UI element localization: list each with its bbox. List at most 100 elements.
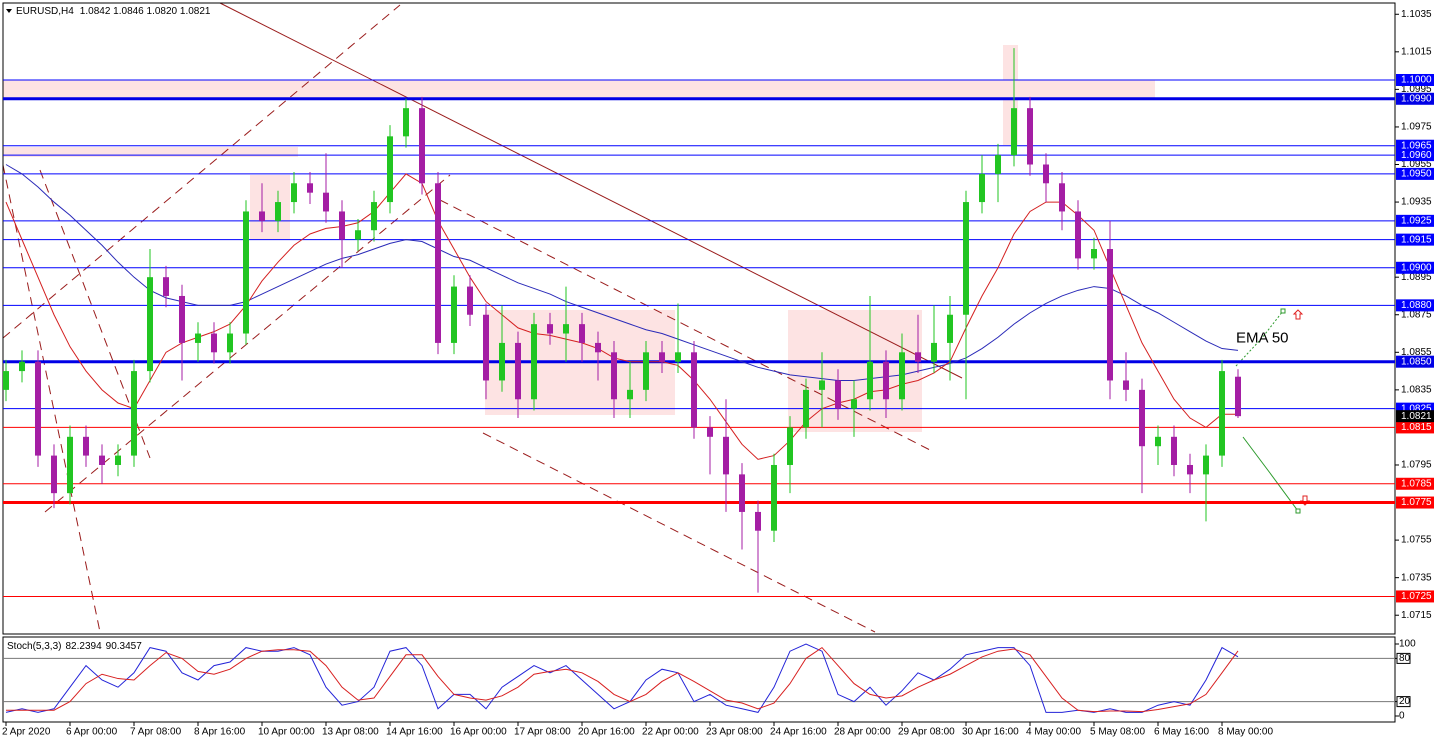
y-tick-label: 1.0835 — [1401, 385, 1432, 396]
candle-body — [835, 380, 841, 409]
candle-body — [275, 202, 281, 221]
candle-body — [1091, 249, 1097, 259]
x-tick-label: 10 Apr 00:00 — [258, 727, 315, 738]
trendline — [482, 432, 876, 633]
line — [5, 643, 1239, 713]
x-tick-label: 13 Apr 08:00 — [322, 727, 379, 738]
candle-body — [819, 380, 825, 390]
candle-body — [659, 352, 665, 362]
level-label-box — [1396, 477, 1434, 490]
x-tick-label: 23 Apr 08:00 — [706, 727, 763, 738]
candle-body — [691, 352, 697, 428]
y-tick-label: 1.0975 — [1401, 122, 1432, 133]
candle-body — [771, 464, 777, 531]
y-tick-label: 1.0875 — [1401, 309, 1432, 320]
y-tick-label: 1.0755 — [1401, 535, 1432, 546]
stoch-main-value: 82.2394 — [65, 641, 102, 652]
level-label: 1.0880 — [1401, 300, 1432, 311]
projection-point — [1295, 508, 1301, 514]
level-label-box — [1396, 149, 1434, 162]
candle-body — [83, 436, 89, 456]
y-tick-label: 1.0935 — [1401, 197, 1432, 208]
level-label: 1.0900 — [1401, 262, 1432, 273]
level-label: 1.0850 — [1401, 356, 1432, 367]
x-tick-label: 20 Apr 16:00 — [578, 727, 635, 738]
level-label: 1.0785 — [1401, 478, 1432, 489]
candle-body — [115, 455, 121, 465]
line — [5, 173, 1238, 460]
menu-icon[interactable] — [6, 9, 12, 13]
level-label-box — [1396, 299, 1434, 312]
zone — [250, 175, 290, 240]
x-tick-label: 22 Apr 00:00 — [642, 727, 699, 738]
y-tick-label: 1.0955 — [1401, 159, 1432, 170]
x-tick-label: 5 May 08:00 — [1090, 727, 1145, 738]
price-label: 1.0821 — [1401, 411, 1432, 422]
projection-up — [1235, 310, 1284, 367]
candle-body — [1107, 249, 1113, 381]
y-tick-label: 1.1015 — [1401, 46, 1432, 57]
candle-body — [227, 333, 233, 353]
candle-body — [547, 324, 553, 334]
candle-body — [451, 286, 457, 343]
line — [5, 164, 1239, 381]
candle-body — [803, 389, 809, 428]
candle-body — [627, 389, 633, 400]
x-tick-label: 2 Apr 2020 — [2, 727, 51, 738]
level-label: 1.0960 — [1401, 150, 1432, 161]
y-tick-label: 100 — [1399, 639, 1416, 650]
level-label-box — [1396, 421, 1434, 434]
candle-body — [867, 361, 873, 400]
candle-body — [419, 108, 425, 184]
candle-body — [739, 474, 745, 512]
candle-body — [51, 455, 57, 494]
candle-body — [851, 399, 857, 409]
level-label-box — [1396, 214, 1434, 227]
stoch-signal-value: 90.3457 — [106, 641, 143, 652]
level-label: 1.0925 — [1401, 215, 1432, 226]
level-label: 1.0950 — [1401, 169, 1432, 180]
candle-body — [99, 455, 105, 465]
projection-down — [1242, 436, 1299, 512]
candle-body — [1235, 376, 1241, 417]
candle-body — [1139, 389, 1145, 447]
x-tick-label: 17 Apr 08:00 — [514, 727, 571, 738]
candle-body — [483, 314, 489, 381]
candle-body — [883, 361, 889, 400]
candle-body — [355, 230, 361, 240]
stoch-title: Stoch(5,3,3) — [7, 641, 61, 652]
candle-body — [147, 277, 153, 372]
candle-body — [35, 361, 41, 456]
candle-body — [1171, 436, 1177, 465]
level-label: 1.0965 — [1401, 140, 1432, 151]
candle-body — [963, 202, 969, 315]
level-label: 1.1000 — [1401, 75, 1432, 86]
annotation: EMA 50 — [1236, 329, 1289, 346]
candle-body — [899, 352, 905, 400]
candle-body — [403, 108, 409, 137]
y-tick-label: 1.0995 — [1401, 84, 1432, 95]
candle-body — [915, 352, 921, 362]
y-tick-label: 1.0895 — [1401, 272, 1432, 283]
y-tick-label: 0 — [1399, 711, 1405, 722]
level-label-box — [1396, 261, 1434, 274]
y-tick-label: 1.1035 — [1401, 9, 1432, 20]
candle-body — [323, 192, 329, 212]
candle-body — [595, 342, 601, 353]
candle-body — [387, 136, 393, 203]
candle-body — [243, 211, 249, 334]
candle-body — [1027, 108, 1033, 165]
x-tick-label: 29 Apr 08:00 — [898, 727, 955, 738]
candle-body — [195, 333, 201, 343]
candle-body — [163, 277, 169, 296]
header: EURUSD,H4 1.0842 1.0846 1.0820 1.0821 — [16, 6, 211, 17]
candle-body — [787, 427, 793, 465]
x-tick-label: 24 Apr 16:00 — [770, 727, 827, 738]
level-label-box — [1396, 496, 1434, 509]
x-tick-label: 4 May 00:00 — [1026, 727, 1081, 738]
candle-body — [675, 352, 681, 362]
candle-body — [67, 436, 73, 494]
stoch-panel-border — [2, 636, 1396, 723]
